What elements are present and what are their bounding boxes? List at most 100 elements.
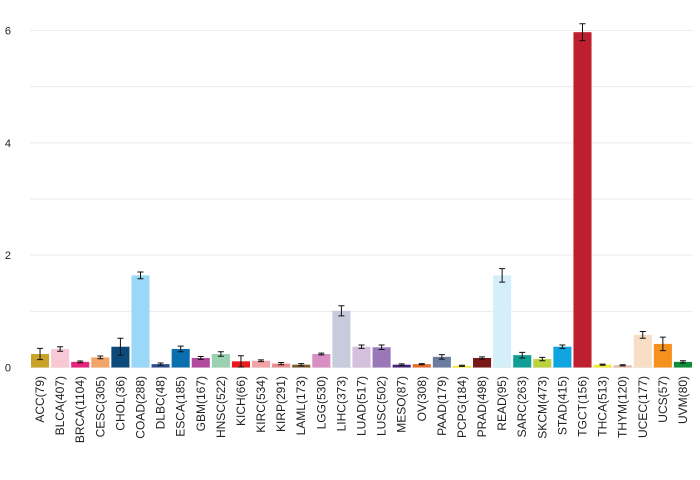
bar-brca bbox=[71, 361, 90, 368]
x-tick-label: KICH(66) bbox=[234, 376, 248, 426]
error-bar bbox=[599, 363, 606, 366]
x-tick-label: PRAD(498) bbox=[475, 376, 489, 437]
bar-read bbox=[493, 275, 512, 368]
x-tick-label: UCS(57) bbox=[656, 376, 670, 423]
error-bar bbox=[338, 305, 345, 317]
bar-cesc bbox=[91, 357, 110, 368]
grid-layer bbox=[30, 30, 693, 368]
y-axis: 0 2 4 6 bbox=[5, 26, 11, 375]
error-bar bbox=[157, 362, 164, 366]
bar-acc bbox=[31, 354, 50, 368]
error-bar bbox=[217, 351, 224, 357]
error-bar bbox=[499, 268, 506, 283]
error-bar bbox=[137, 271, 144, 280]
error-bar bbox=[37, 347, 44, 361]
bar-prad bbox=[473, 357, 492, 368]
x-tick-label: BLCA(407) bbox=[53, 376, 67, 435]
error-bar bbox=[659, 336, 666, 352]
bar-luad bbox=[352, 346, 371, 368]
error-bar bbox=[559, 344, 566, 349]
x-tick-label: BRCA(1104) bbox=[73, 376, 87, 443]
x-tick-label: TGCT(156) bbox=[576, 376, 590, 437]
error-bar bbox=[77, 360, 84, 364]
error-bars bbox=[37, 23, 686, 368]
bar-coad bbox=[131, 275, 150, 368]
x-tick-label: LGG(530) bbox=[314, 376, 328, 429]
y-tick-label: 6 bbox=[5, 26, 11, 38]
error-bar bbox=[298, 363, 305, 367]
bar-thca bbox=[593, 364, 612, 368]
x-tick-label: SARC(263) bbox=[515, 376, 529, 437]
error-bar bbox=[418, 363, 425, 366]
bar-chol bbox=[111, 346, 130, 368]
error-bar bbox=[679, 360, 686, 364]
bar-lusc bbox=[372, 347, 391, 368]
x-tick-label: CHOL(36) bbox=[113, 376, 127, 431]
error-bar bbox=[278, 361, 285, 366]
error-bar bbox=[619, 364, 626, 367]
error-bar bbox=[519, 351, 526, 359]
bar-hnsc bbox=[211, 354, 230, 368]
x-tick-label: ACC(79) bbox=[33, 376, 47, 423]
x-tick-label: LUSC(502) bbox=[375, 376, 389, 436]
x-tick-label: COAD(288) bbox=[134, 376, 148, 439]
x-tick-label: LUAD(517) bbox=[355, 376, 369, 436]
bar-meso bbox=[392, 364, 411, 368]
x-tick-label: READ(95) bbox=[495, 376, 509, 431]
x-tick-label: STAD(415) bbox=[555, 376, 569, 435]
x-tick-label: THCA(513) bbox=[596, 376, 610, 437]
error-bar bbox=[258, 359, 265, 363]
bar-lihc bbox=[332, 310, 351, 368]
x-tick-label: CESC(305) bbox=[93, 376, 107, 437]
bar-ucec bbox=[633, 334, 652, 368]
bar-stad bbox=[553, 346, 572, 368]
error-bar bbox=[378, 344, 385, 351]
error-bar bbox=[358, 344, 365, 349]
y-tick-label: 2 bbox=[5, 250, 11, 262]
error-bar bbox=[117, 337, 124, 356]
bar-uvm bbox=[673, 361, 692, 368]
x-tick-label: PCPG(184) bbox=[455, 376, 469, 438]
error-bar bbox=[237, 355, 244, 368]
bar-blca bbox=[51, 348, 70, 368]
x-axis: ACC(79) BLCA(407) BRCA(1104) CESC(305) CHOL(… bbox=[33, 376, 690, 443]
bar-thym bbox=[613, 365, 632, 368]
error-bar bbox=[197, 356, 204, 360]
bar-gbm bbox=[191, 357, 210, 368]
bars bbox=[31, 32, 692, 368]
error-bar bbox=[438, 354, 445, 360]
bar-kirp bbox=[272, 363, 291, 368]
x-tick-label: GBM(167) bbox=[194, 376, 208, 431]
x-tick-label: UCEC(177) bbox=[636, 376, 650, 438]
bar-ov bbox=[412, 364, 431, 368]
error-bar bbox=[57, 346, 64, 352]
error-bar bbox=[97, 355, 104, 360]
bar-kirc bbox=[252, 360, 271, 368]
bar-esca bbox=[171, 348, 190, 368]
error-bar bbox=[458, 364, 465, 367]
x-tick-label: DLBC(48) bbox=[154, 376, 168, 429]
x-tick-label: THYM(120) bbox=[616, 376, 630, 438]
x-tick-label: UVM(80) bbox=[676, 376, 690, 424]
x-tick-label: MESO(87) bbox=[395, 376, 409, 433]
error-bar bbox=[579, 23, 586, 42]
y-tick-label: 4 bbox=[5, 138, 11, 150]
bar-paad bbox=[432, 356, 451, 368]
error-bar bbox=[479, 356, 486, 360]
y-tick-label: 0 bbox=[5, 363, 11, 375]
bar-tgct bbox=[573, 32, 592, 368]
x-tick-label: PAAD(179) bbox=[435, 376, 449, 436]
x-tick-label: OV(308) bbox=[415, 376, 429, 421]
x-tick-label: ESCA(185) bbox=[174, 376, 188, 437]
bar-ucs bbox=[653, 343, 672, 368]
error-bar bbox=[177, 345, 184, 353]
bar-dlbc bbox=[151, 364, 170, 368]
x-tick-label: SKCM(473) bbox=[535, 376, 549, 439]
bar-skcm bbox=[533, 359, 552, 368]
x-tick-label: HNSC(522) bbox=[214, 376, 228, 438]
bar-lgg bbox=[312, 354, 331, 368]
error-bar bbox=[398, 363, 405, 367]
error-bar bbox=[639, 331, 646, 339]
